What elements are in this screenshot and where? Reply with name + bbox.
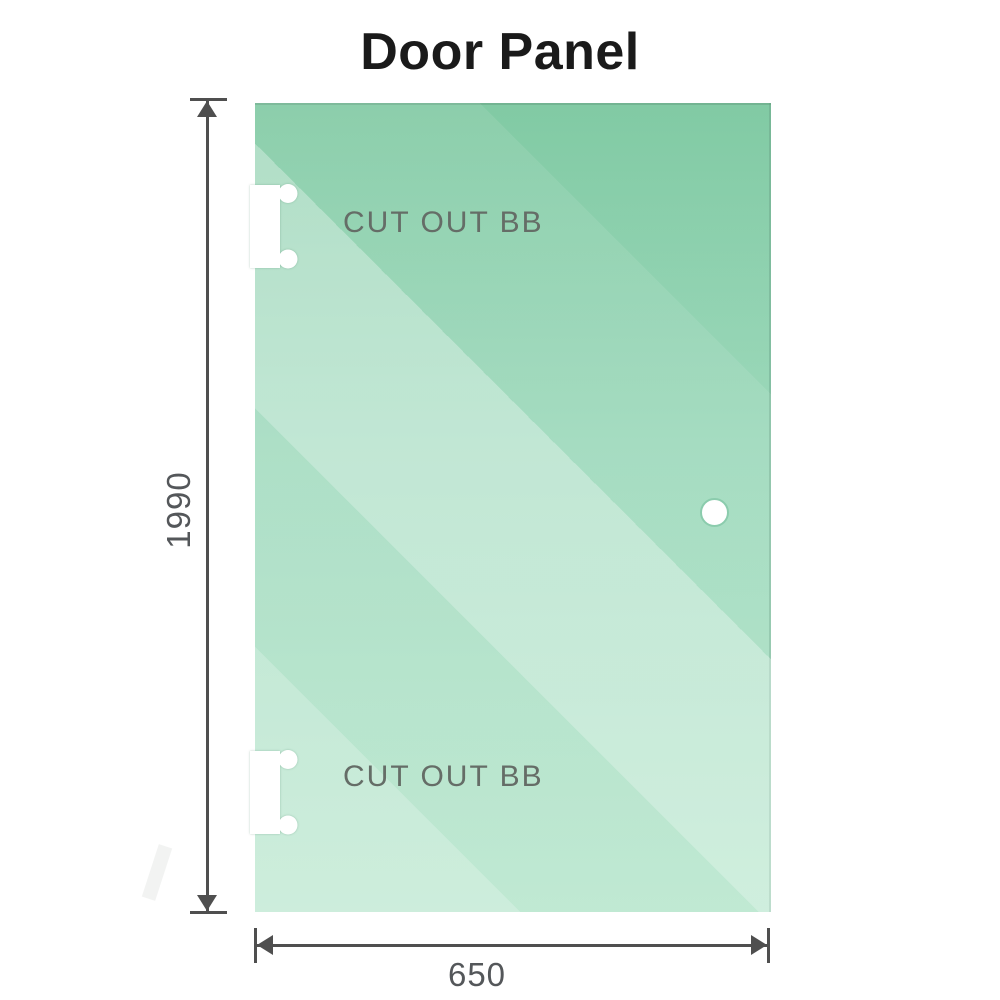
cutout-label-bottom: CUT OUT BB xyxy=(343,760,544,793)
width-dimension-cap-left xyxy=(254,928,257,963)
width-dimension-line xyxy=(257,944,767,947)
height-dimension-cap-bottom xyxy=(190,911,227,914)
glass-reflections xyxy=(255,103,771,912)
hinge-cutout-bottom xyxy=(250,750,298,835)
cutout-label-top: CUT OUT BB xyxy=(343,206,544,239)
arrow-down-icon xyxy=(197,895,217,911)
glass-panel xyxy=(255,103,771,912)
height-dimension-line xyxy=(206,101,209,911)
reflection-artifact xyxy=(141,844,173,901)
page-title: Door Panel xyxy=(360,23,640,81)
width-dimension-cap-right xyxy=(767,928,770,963)
arrow-up-icon xyxy=(197,101,217,117)
hinge-cutout-top xyxy=(250,184,298,269)
height-dimension-cap-top xyxy=(190,98,227,101)
handle-hole xyxy=(700,498,729,527)
arrow-right-icon xyxy=(751,935,767,955)
width-dimension-label: 650 xyxy=(447,956,507,993)
height-dimension-label: 1990 xyxy=(160,471,197,549)
arrow-left-icon xyxy=(257,935,273,955)
